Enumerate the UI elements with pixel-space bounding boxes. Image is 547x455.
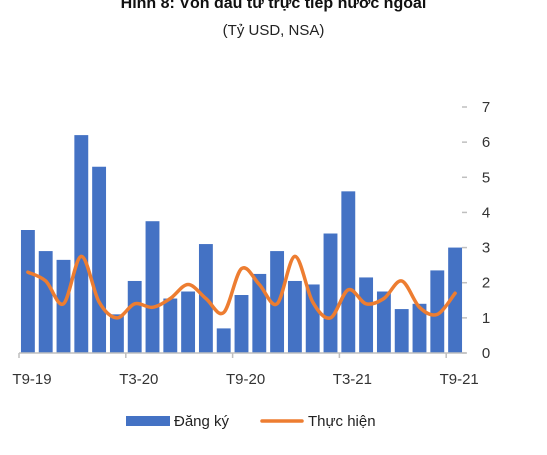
y-tick-label: 0	[482, 345, 490, 362]
legend: Đăng ký Thực hiện	[126, 413, 376, 430]
x-tick-label: T9-19	[12, 371, 51, 388]
bar	[430, 270, 445, 353]
bar	[341, 191, 356, 353]
bar	[145, 221, 160, 353]
y-tick-label: 4	[482, 204, 490, 221]
x-axis-ticks: T9-19 T3-20 T9-20 T3-21 T9-21	[12, 353, 479, 388]
bar	[20, 230, 35, 353]
y-tick-label: 2	[482, 275, 490, 292]
bar	[181, 291, 196, 353]
x-tick-label: T3-21	[333, 371, 372, 388]
legend-label-registered: Đăng ký	[174, 413, 230, 430]
bar	[376, 291, 391, 353]
bar	[448, 247, 463, 353]
y-tick-label: 7	[482, 99, 490, 116]
bar	[252, 273, 267, 353]
bar	[92, 166, 107, 353]
legend-swatch-registered	[126, 416, 170, 426]
bar	[305, 284, 320, 353]
x-tick-label: T3-20	[119, 371, 158, 388]
x-tick-label: T9-20	[226, 371, 265, 388]
bar	[74, 135, 89, 353]
y-tick-label: 3	[482, 240, 490, 257]
bar	[127, 280, 142, 353]
bar	[234, 295, 249, 353]
chart-title: Hình 8: Vốn đầu tư trực tiếp nước ngoài	[120, 0, 427, 12]
bar	[287, 280, 302, 353]
bar	[56, 259, 71, 353]
bar	[359, 277, 374, 353]
bar	[394, 309, 409, 353]
y-axis-ticks: 0 1 2 3 4 5 6 7	[462, 99, 490, 362]
y-tick-label: 1	[482, 310, 490, 327]
bar	[216, 328, 231, 353]
bar-series-registered	[20, 135, 463, 353]
bar	[109, 314, 124, 353]
chart-subtitle: (Tỷ USD, NSA)	[222, 22, 325, 39]
bar	[412, 303, 427, 353]
bar	[163, 298, 178, 353]
line-series-disbursed	[26, 254, 457, 320]
bar	[323, 233, 338, 353]
legend-label-disbursed: Thực hiện	[308, 413, 376, 430]
bar	[38, 251, 53, 353]
x-tick-label: T9-21	[440, 371, 479, 388]
y-tick-label: 5	[482, 169, 490, 186]
y-tick-label: 6	[482, 134, 490, 151]
